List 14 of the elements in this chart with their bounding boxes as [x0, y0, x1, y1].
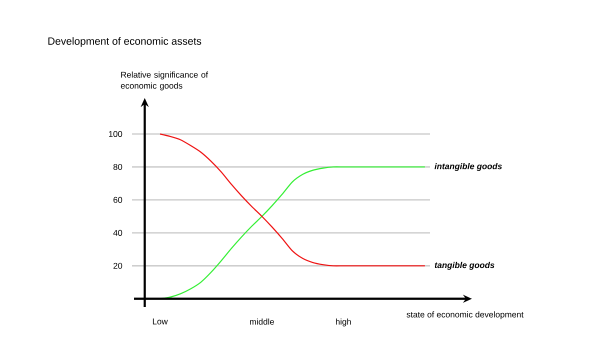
y-tick-label: 20 [113, 262, 122, 269]
x-tick-label: high [336, 318, 351, 326]
y-tick-label: 40 [113, 230, 122, 236]
x-tick-label: Low [152, 318, 168, 324]
line-series [159, 133, 426, 266]
y-tick-label: 60 [114, 196, 122, 203]
chart-title: Development of economic assets [48, 37, 202, 47]
y-tick-label: 100 [109, 131, 122, 137]
series-label: intangible goods [434, 163, 502, 171]
series-label: tangible goods [434, 262, 494, 270]
y-tick-label: 80 [113, 164, 122, 170]
y-axis-title: Relative significance of economic goods [120, 72, 208, 90]
x-tick-label: middle [250, 318, 274, 325]
x-axis-title: state of economic development [406, 311, 524, 320]
